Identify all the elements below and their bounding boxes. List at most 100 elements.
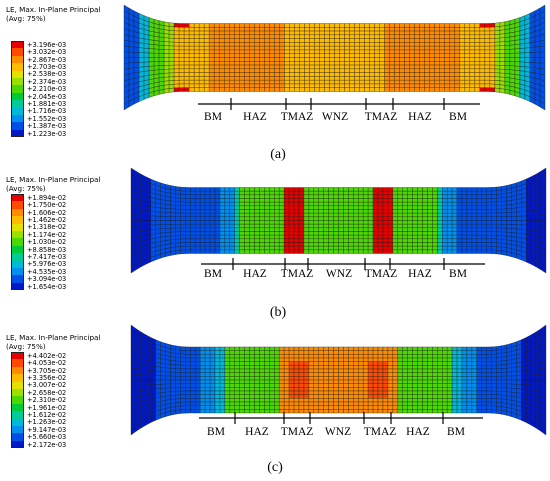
mesh-element bbox=[387, 361, 394, 366]
mesh-element bbox=[244, 387, 250, 392]
mesh-element bbox=[323, 390, 329, 395]
mesh-element bbox=[204, 383, 211, 388]
mesh-element bbox=[456, 383, 463, 388]
legend-title-line2: (Avg: 75%) bbox=[6, 183, 46, 193]
mesh-element bbox=[308, 350, 314, 355]
mesh-element bbox=[328, 346, 334, 351]
mesh-element bbox=[254, 390, 260, 395]
mesh-element bbox=[328, 405, 334, 410]
mesh-element bbox=[234, 357, 240, 362]
mesh-element bbox=[343, 372, 349, 377]
legend-value: +3.007e-02 bbox=[27, 381, 67, 390]
mesh-element bbox=[274, 383, 280, 388]
mesh-element bbox=[283, 401, 290, 406]
mesh-element bbox=[521, 384, 527, 390]
mesh-element bbox=[456, 390, 463, 395]
mesh-element bbox=[254, 365, 260, 370]
legend-value: +1.881e-03 bbox=[27, 99, 67, 108]
mesh-element bbox=[447, 379, 453, 384]
mesh-element bbox=[254, 357, 260, 362]
mesh-element bbox=[353, 372, 359, 377]
mesh-element bbox=[298, 383, 305, 388]
mesh-element bbox=[432, 357, 438, 362]
mesh-element bbox=[427, 390, 433, 395]
mesh-element bbox=[372, 357, 379, 362]
mesh-element bbox=[160, 387, 166, 393]
mesh-element bbox=[150, 375, 156, 381]
mesh-element bbox=[466, 365, 473, 370]
mesh-element bbox=[372, 368, 379, 373]
mesh-element bbox=[224, 405, 230, 410]
mesh-element bbox=[333, 398, 339, 403]
mesh-element bbox=[249, 357, 255, 362]
zone-marker-line-c bbox=[199, 412, 483, 424]
mesh-element bbox=[422, 357, 428, 362]
mesh-element bbox=[353, 376, 359, 381]
mesh-element bbox=[214, 361, 221, 366]
mesh-element bbox=[461, 354, 468, 359]
mesh-element bbox=[298, 390, 305, 395]
mesh-element bbox=[417, 357, 423, 362]
mesh-element bbox=[491, 379, 497, 384]
mesh-element bbox=[140, 363, 146, 371]
mesh-element bbox=[491, 405, 497, 410]
legend-c: LE, Max. In-Plane Principal (Avg: 75%) +… bbox=[6, 333, 118, 460]
mesh-element bbox=[224, 401, 230, 406]
mesh-element bbox=[540, 425, 547, 436]
mesh-element bbox=[170, 391, 176, 396]
mesh-element bbox=[293, 372, 300, 377]
mesh-element bbox=[219, 350, 226, 355]
mesh-element bbox=[274, 394, 280, 399]
mesh-element bbox=[387, 379, 394, 384]
mesh-element bbox=[481, 372, 487, 377]
mesh-element bbox=[422, 405, 428, 410]
mesh-element bbox=[461, 405, 468, 410]
mesh-element bbox=[397, 383, 403, 388]
mesh-element bbox=[348, 346, 354, 351]
mesh-element bbox=[313, 350, 319, 355]
mesh-element bbox=[422, 390, 428, 395]
mesh-element bbox=[180, 372, 186, 377]
mesh-element bbox=[382, 387, 389, 392]
mesh-element bbox=[451, 350, 458, 355]
mesh-element bbox=[437, 350, 443, 355]
mesh-element bbox=[353, 365, 359, 370]
legend-color-swatch bbox=[11, 389, 24, 397]
mesh-element bbox=[338, 405, 344, 410]
mesh-element bbox=[338, 387, 344, 392]
mesh-element bbox=[199, 379, 206, 384]
mesh-element bbox=[481, 387, 487, 392]
mesh-element bbox=[298, 372, 305, 377]
mesh-element bbox=[190, 372, 196, 377]
mesh-element bbox=[195, 405, 201, 410]
mesh-element bbox=[308, 390, 314, 395]
mesh-element bbox=[199, 354, 206, 359]
mesh-element bbox=[521, 365, 527, 372]
mesh-element bbox=[427, 346, 433, 351]
mesh-element bbox=[363, 346, 369, 351]
mesh-element bbox=[180, 353, 186, 359]
mesh-element bbox=[363, 365, 369, 370]
mesh-element bbox=[283, 383, 290, 388]
mesh-element bbox=[461, 372, 468, 377]
mesh-element bbox=[358, 405, 364, 410]
mesh-element bbox=[328, 354, 334, 359]
mesh-element bbox=[427, 354, 433, 359]
mesh-element bbox=[496, 372, 502, 377]
mesh-element bbox=[308, 368, 314, 373]
mesh-element bbox=[150, 379, 156, 385]
mesh-element bbox=[254, 361, 260, 366]
mesh-element bbox=[417, 368, 423, 373]
mesh-element bbox=[269, 387, 275, 392]
mesh-element bbox=[293, 398, 300, 403]
mesh-element bbox=[442, 365, 448, 370]
mesh-element bbox=[382, 365, 389, 370]
mesh-element bbox=[466, 376, 473, 381]
mesh-element bbox=[234, 376, 240, 381]
mesh-element bbox=[254, 372, 260, 377]
mesh-element bbox=[451, 354, 458, 359]
mesh-element bbox=[491, 350, 497, 355]
mesh-element bbox=[407, 365, 413, 370]
mesh-element bbox=[303, 398, 310, 403]
mesh-element bbox=[224, 368, 230, 373]
